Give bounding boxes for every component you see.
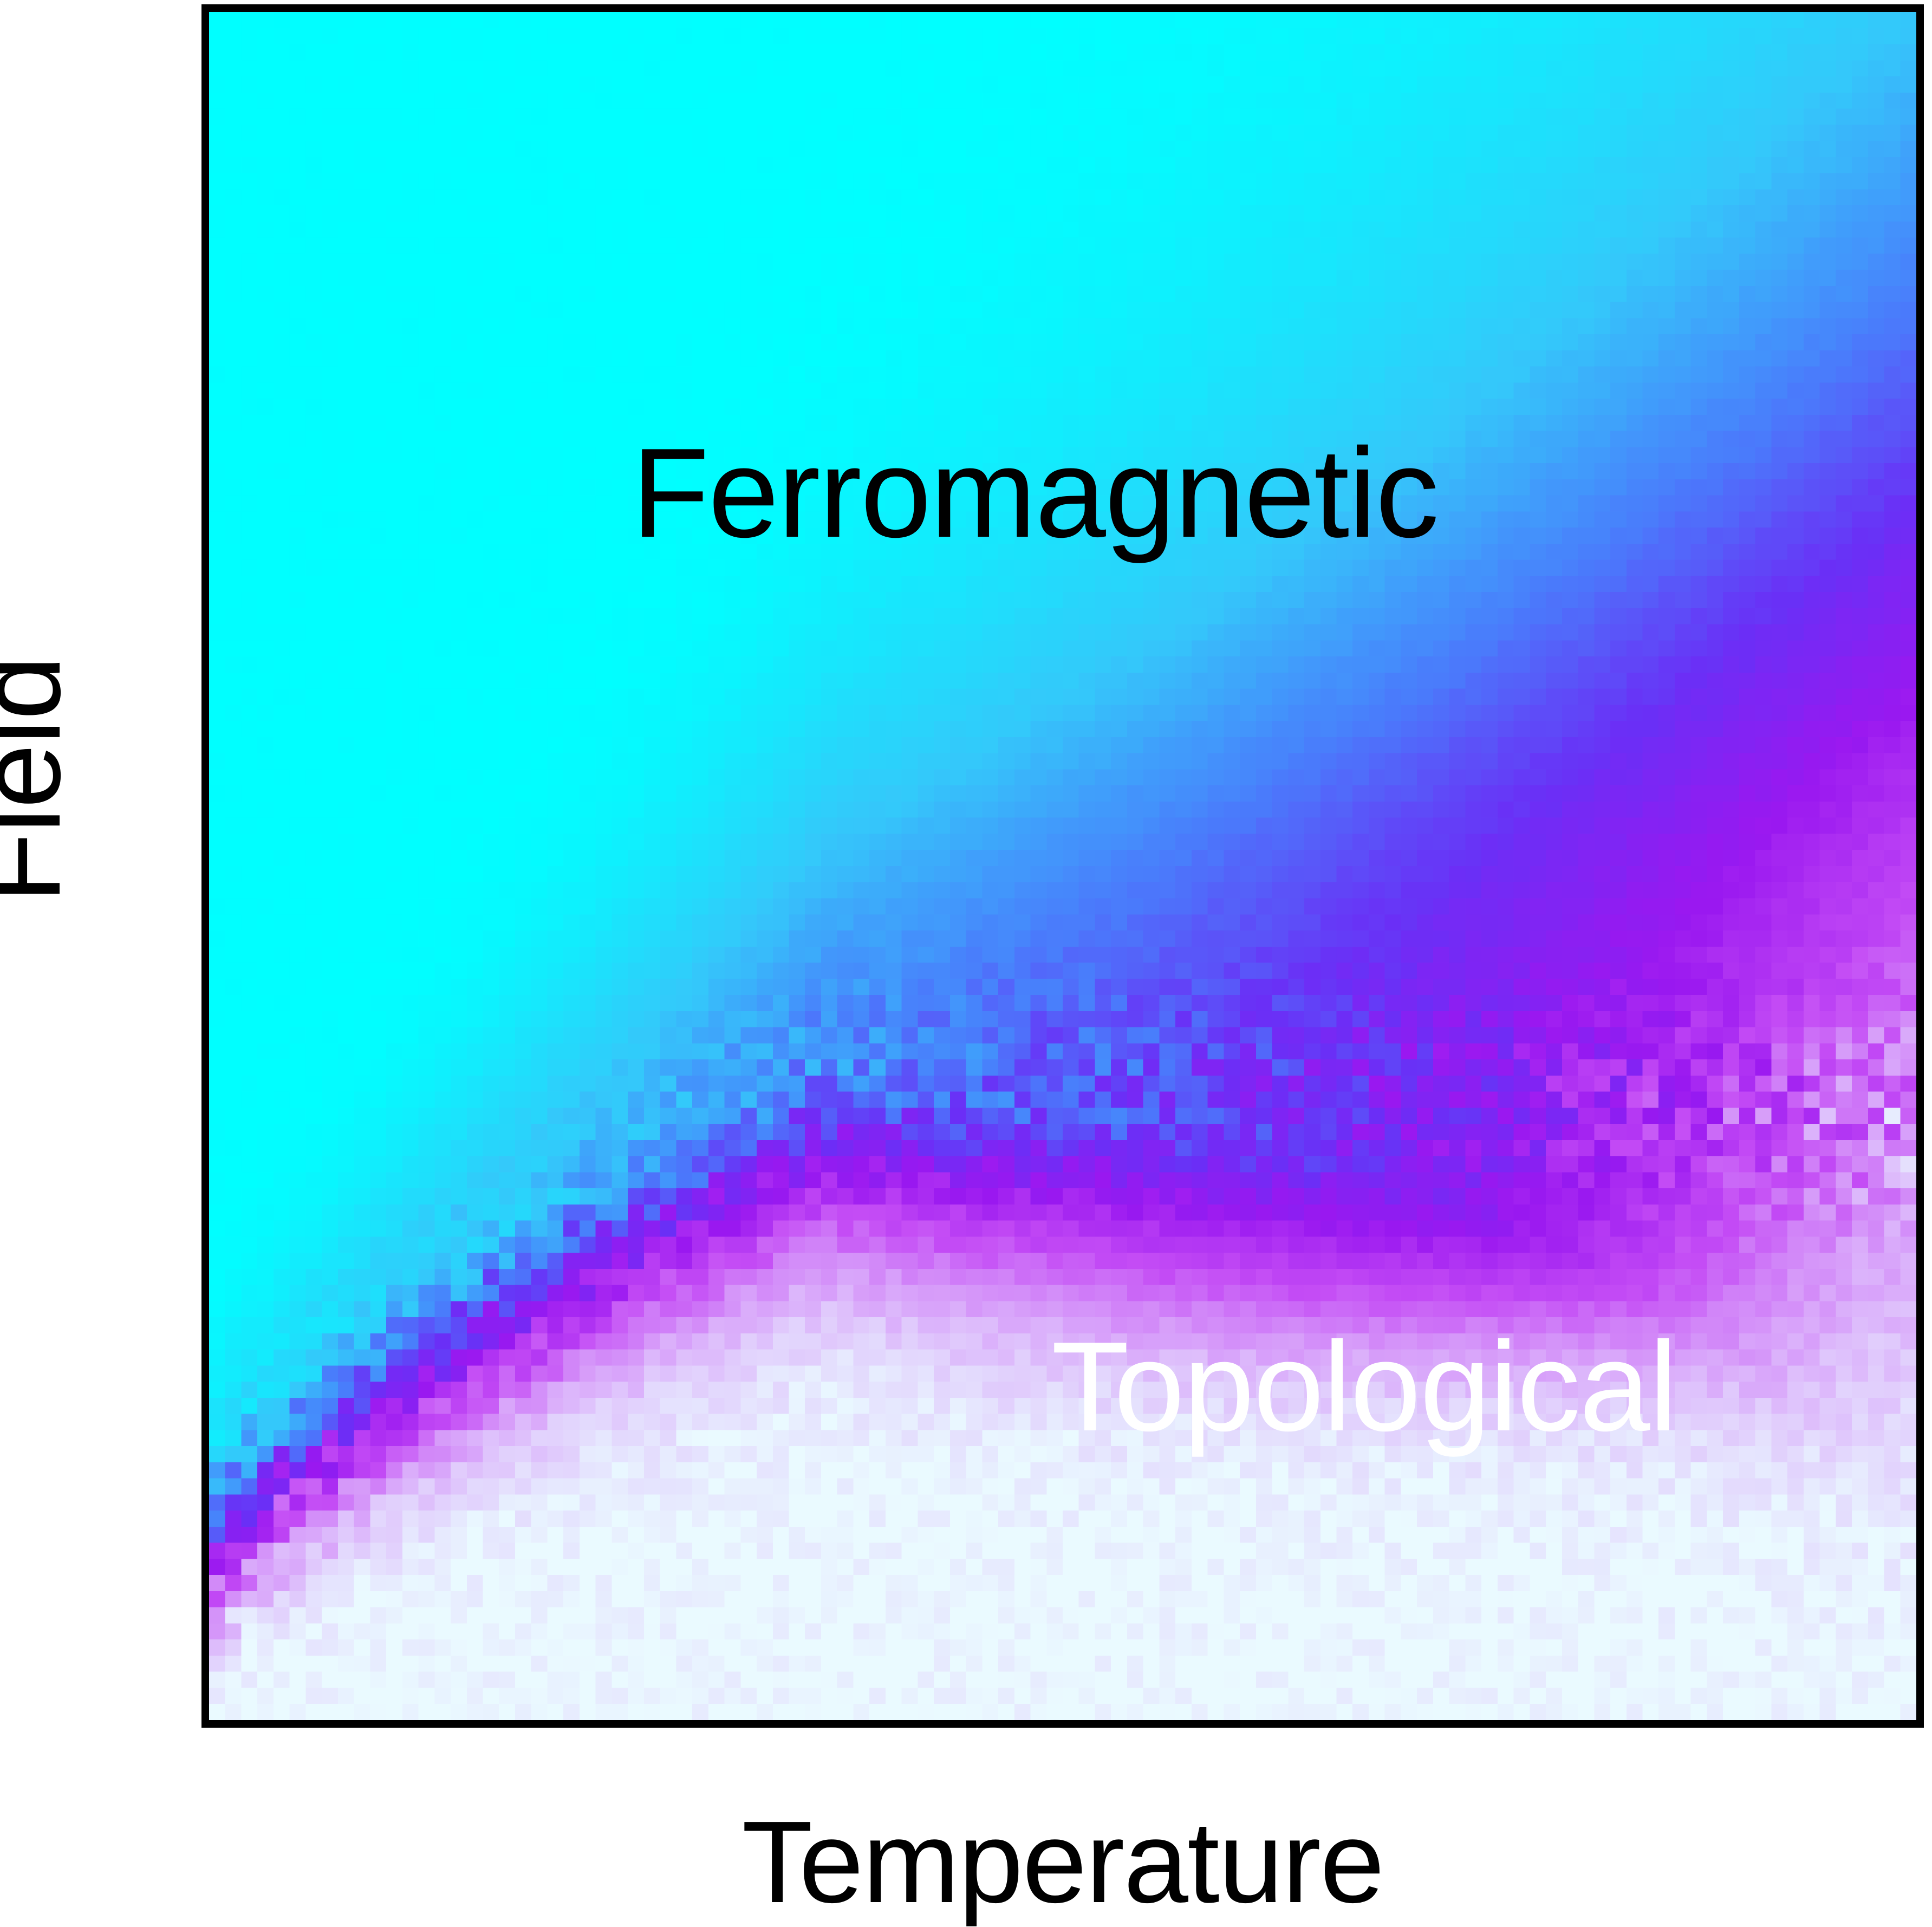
- x-axis-title-text: Temperature: [741, 1796, 1385, 1927]
- x-axis-title: Temperature: [201, 1804, 1924, 1920]
- y-axis-title: Field: [0, 617, 84, 942]
- region-label-topological: Topological: [1051, 1315, 1677, 1457]
- region-label-ferromagnetic: Ferromagnetic: [632, 421, 1439, 564]
- heatmap-canvas: [209, 12, 1916, 1720]
- plot-area: Ferromagnetic Topological: [201, 4, 1924, 1728]
- y-axis-title-text: Field: [0, 656, 84, 904]
